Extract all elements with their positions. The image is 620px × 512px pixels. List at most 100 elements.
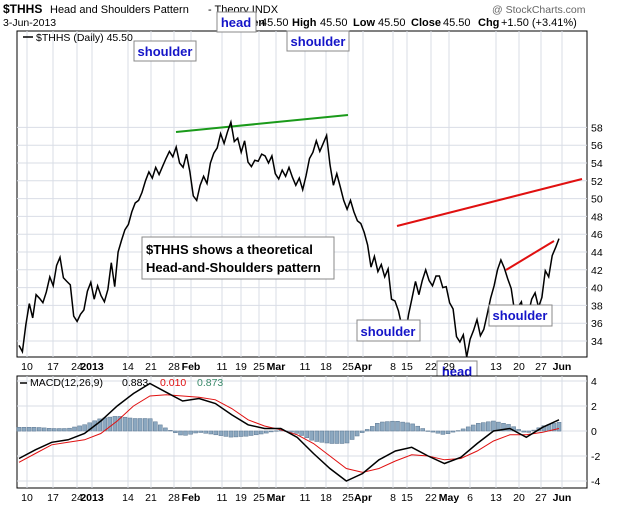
note-frame	[141, 236, 335, 280]
macd-hist-bar	[173, 430, 178, 433]
open-value: 45.50	[261, 17, 289, 29]
macd-hist-bar	[501, 423, 506, 432]
macd-hist-bar	[445, 430, 451, 434]
macd-hist-bar	[481, 422, 486, 432]
macd-hist-bar	[67, 427, 72, 432]
macd-x-tick-label: 11	[217, 492, 228, 504]
macd-hist-bar	[405, 422, 410, 432]
macd-x-tick-label: 28	[168, 492, 180, 504]
macd-hist-bar	[57, 428, 62, 432]
macd-x-tick-label: 6	[467, 492, 473, 504]
macd-hist-bar	[122, 416, 128, 432]
label-shoulder-3: shoulder	[356, 319, 421, 342]
macd-x-tick-label: Jun	[553, 492, 572, 504]
macd-y-tick-label: 4	[591, 376, 597, 388]
low-value: 45.50	[378, 17, 406, 29]
label-shoulder-1: shoulder	[133, 40, 197, 62]
macd-hist-bar	[400, 421, 405, 432]
macd-hist-bar	[329, 430, 335, 444]
price-y-tick-label: 46	[591, 229, 603, 241]
price-x-tick-label: 2013	[80, 361, 104, 373]
macd-hist-bar	[258, 430, 264, 435]
macd-x-tick-label: 22	[425, 492, 437, 504]
macd-x-tick-label: 15	[401, 492, 413, 504]
macd-hist-bar	[248, 430, 254, 436]
macd-x-tick-label: May	[439, 492, 460, 504]
macd-x-tick-label: 25	[342, 492, 354, 504]
price-panel-frame	[16, 30, 588, 358]
price-y-ticks: 34 36 38 40 42 44 46 48 50 52 54 56 58	[591, 122, 603, 348]
macd-hist-bar	[274, 430, 279, 432]
macd-hist-bar	[163, 427, 168, 432]
symbol-title: $THHS	[3, 2, 42, 16]
neckline-bottom	[396, 178, 583, 227]
macd-x-tick-label: 8	[390, 492, 396, 504]
macd-hist-bar	[344, 430, 350, 444]
macd-x-tick-label: 13	[490, 492, 502, 504]
price-panel: 34 36 38 40 42 44 46 48 50 52 54 56 58 $THHS (Daily)…	[16, 11, 603, 382]
macd-x-tick-label: 10	[21, 492, 33, 504]
macd-hist-bar	[470, 424, 476, 432]
macd-hist-bar	[395, 421, 400, 432]
macd-x-tick-label: Mar	[267, 492, 286, 504]
macd-hist-bar	[218, 430, 224, 436]
price-x-tick-label: 28	[168, 361, 180, 373]
macd-hist-bar	[349, 430, 355, 440]
macd-hist-bar	[203, 430, 208, 434]
macd-hist-bar	[435, 430, 441, 434]
label-box	[216, 11, 257, 33]
price-x-tick-label: 17	[47, 361, 59, 373]
price-x-tick-label: 10	[21, 361, 33, 373]
macd-hist-bar	[314, 430, 320, 442]
macd-hist-bar	[289, 430, 294, 433]
macd-hist-bar	[526, 430, 531, 433]
price-x-tick-label: 11	[300, 361, 311, 373]
price-x-tick-label: 24	[71, 361, 83, 373]
macd-hist-bar	[223, 430, 229, 437]
macd-hist-bar	[516, 429, 521, 432]
macd-x-tick-label: 21	[145, 492, 157, 504]
high-label: High	[292, 17, 317, 29]
copyright-text: @ StockCharts.com	[492, 4, 586, 16]
macd-hist-bar	[243, 430, 249, 437]
macd-hist-bar	[127, 417, 133, 432]
macd-hist-bar	[47, 428, 52, 432]
macd-hist-bar	[440, 430, 446, 435]
macd-hist-bar	[62, 428, 67, 432]
label-text: shoulder	[493, 308, 548, 323]
macd-grid	[17, 376, 587, 488]
macd-hist-bar	[147, 418, 153, 432]
label-box	[286, 30, 350, 52]
price-x-tick-label: 19	[235, 361, 247, 373]
macd-hist-bar	[299, 430, 304, 436]
price-x-tick-label: 20	[513, 361, 525, 373]
macd-hist-bar	[142, 418, 148, 432]
macd-hist-bar	[228, 430, 234, 438]
price-x-tick-label: Mar	[267, 361, 286, 373]
macd-hist-bar	[465, 426, 471, 432]
macd-hist-bar	[117, 416, 123, 432]
price-x-tick-label: Apr	[354, 361, 372, 373]
macd-hist-bar	[425, 430, 431, 432]
macd-hist-bar	[153, 421, 158, 432]
label-text: head	[221, 15, 251, 30]
macd-hist-bar	[193, 430, 198, 434]
macd-hist-bar	[390, 420, 395, 432]
macd-x-tick-label: 19	[235, 492, 247, 504]
price-x-tick-label: 22	[425, 361, 437, 373]
macd-x-tick-label: 14	[122, 492, 134, 504]
macd-hist-bar	[16, 427, 22, 432]
macd-hist-bar	[521, 430, 526, 433]
macd-y-tick-label: 0	[591, 426, 597, 438]
price-y-tick-label: 54	[591, 158, 603, 170]
macd-hist-bar	[132, 418, 138, 432]
price-x-tick-label: 8	[390, 361, 396, 373]
macd-legend-hist: 0.873	[197, 377, 223, 389]
price-x-tick-label: Jun	[553, 361, 572, 373]
macd-hist-bar	[309, 430, 314, 441]
macd-x-tick-label: 11	[300, 492, 311, 504]
macd-x-tick-label: 18	[320, 492, 332, 504]
